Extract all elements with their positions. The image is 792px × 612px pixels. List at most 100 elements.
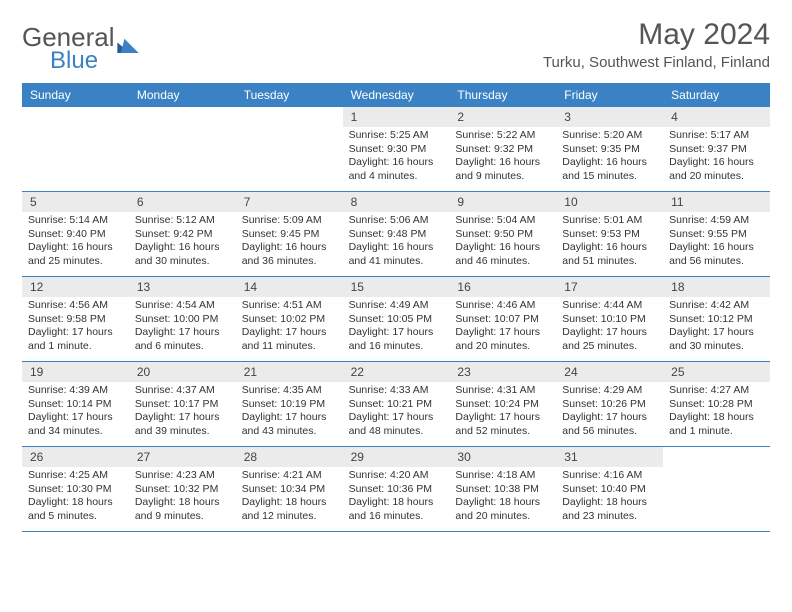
calendar-cell: 12Sunrise: 4:56 AMSunset: 9:58 PMDayligh…: [22, 277, 129, 361]
day-data: Sunrise: 5:01 AMSunset: 9:53 PMDaylight:…: [556, 212, 663, 273]
sunrise-text: Sunrise: 4:27 AM: [669, 384, 764, 398]
weekday-header: Tuesday: [236, 83, 343, 107]
weekday-header: Wednesday: [343, 83, 450, 107]
daylight-text: Daylight: 17 hours and 34 minutes.: [28, 411, 123, 438]
sunset-text: Sunset: 10:38 PM: [455, 483, 550, 497]
day-number: 10: [556, 192, 663, 212]
calendar-cell: 13Sunrise: 4:54 AMSunset: 10:00 PMDaylig…: [129, 277, 236, 361]
daylight-text: Daylight: 16 hours and 15 minutes.: [562, 156, 657, 183]
sunset-text: Sunset: 10:28 PM: [669, 398, 764, 412]
daylight-text: Daylight: 17 hours and 11 minutes.: [242, 326, 337, 353]
weekday-header: Monday: [129, 83, 236, 107]
daylight-text: Daylight: 17 hours and 16 minutes.: [349, 326, 444, 353]
day-number: 30: [449, 447, 556, 467]
sunset-text: Sunset: 10:40 PM: [562, 483, 657, 497]
sunrise-text: Sunrise: 5:09 AM: [242, 214, 337, 228]
sunset-text: Sunset: 10:00 PM: [135, 313, 230, 327]
calendar-cell: 7Sunrise: 5:09 AMSunset: 9:45 PMDaylight…: [236, 192, 343, 276]
calendar-week: 5Sunrise: 5:14 AMSunset: 9:40 PMDaylight…: [22, 192, 770, 277]
calendar-cell: 14Sunrise: 4:51 AMSunset: 10:02 PMDaylig…: [236, 277, 343, 361]
daylight-text: Daylight: 16 hours and 30 minutes.: [135, 241, 230, 268]
sunset-text: Sunset: 10:26 PM: [562, 398, 657, 412]
calendar-week: 12Sunrise: 4:56 AMSunset: 9:58 PMDayligh…: [22, 277, 770, 362]
daylight-text: Daylight: 16 hours and 56 minutes.: [669, 241, 764, 268]
calendar-cell: 29Sunrise: 4:20 AMSunset: 10:36 PMDaylig…: [343, 447, 450, 531]
day-number: 28: [236, 447, 343, 467]
page-header: GeneralBlue May 2024 Turku, Southwest Fi…: [22, 18, 770, 75]
daylight-text: Daylight: 17 hours and 20 minutes.: [455, 326, 550, 353]
sunrise-text: Sunrise: 4:42 AM: [669, 299, 764, 313]
day-data: Sunrise: 4:49 AMSunset: 10:05 PMDaylight…: [343, 297, 450, 358]
daylight-text: Daylight: 16 hours and 46 minutes.: [455, 241, 550, 268]
weekday-header: Thursday: [449, 83, 556, 107]
calendar-cell: 26Sunrise: 4:25 AMSunset: 10:30 PMDaylig…: [22, 447, 129, 531]
calendar-cell: 4Sunrise: 5:17 AMSunset: 9:37 PMDaylight…: [663, 107, 770, 191]
daylight-text: Daylight: 18 hours and 9 minutes.: [135, 496, 230, 523]
daylight-text: Daylight: 17 hours and 56 minutes.: [562, 411, 657, 438]
day-number: 26: [22, 447, 129, 467]
calendar-cell: [663, 447, 770, 531]
day-number: 12: [22, 277, 129, 297]
day-number: 29: [343, 447, 450, 467]
day-number: 7: [236, 192, 343, 212]
sunrise-text: Sunrise: 4:39 AM: [28, 384, 123, 398]
day-data: Sunrise: 5:20 AMSunset: 9:35 PMDaylight:…: [556, 127, 663, 188]
sunset-text: Sunset: 10:05 PM: [349, 313, 444, 327]
daylight-text: Daylight: 18 hours and 16 minutes.: [349, 496, 444, 523]
sunset-text: Sunset: 9:30 PM: [349, 143, 444, 157]
sunrise-text: Sunrise: 4:51 AM: [242, 299, 337, 313]
daylight-text: Daylight: 16 hours and 4 minutes.: [349, 156, 444, 183]
day-number: 5: [22, 192, 129, 212]
day-number: 23: [449, 362, 556, 382]
sunrise-text: Sunrise: 4:44 AM: [562, 299, 657, 313]
day-data: Sunrise: 5:22 AMSunset: 9:32 PMDaylight:…: [449, 127, 556, 188]
sunrise-text: Sunrise: 4:29 AM: [562, 384, 657, 398]
sunset-text: Sunset: 10:17 PM: [135, 398, 230, 412]
day-number: 8: [343, 192, 450, 212]
day-data: Sunrise: 4:54 AMSunset: 10:00 PMDaylight…: [129, 297, 236, 358]
day-data: Sunrise: 4:33 AMSunset: 10:21 PMDaylight…: [343, 382, 450, 443]
day-number: 18: [663, 277, 770, 297]
day-number: 6: [129, 192, 236, 212]
daylight-text: Daylight: 16 hours and 25 minutes.: [28, 241, 123, 268]
sunset-text: Sunset: 10:32 PM: [135, 483, 230, 497]
calendar-cell: 15Sunrise: 4:49 AMSunset: 10:05 PMDaylig…: [343, 277, 450, 361]
sunrise-text: Sunrise: 4:20 AM: [349, 469, 444, 483]
calendar-cell: 23Sunrise: 4:31 AMSunset: 10:24 PMDaylig…: [449, 362, 556, 446]
sunset-text: Sunset: 9:55 PM: [669, 228, 764, 242]
daylight-text: Daylight: 18 hours and 1 minute.: [669, 411, 764, 438]
calendar-cell: [236, 107, 343, 191]
day-data: Sunrise: 4:51 AMSunset: 10:02 PMDaylight…: [236, 297, 343, 358]
daylight-text: Daylight: 18 hours and 12 minutes.: [242, 496, 337, 523]
location-label: Turku, Southwest Finland, Finland: [543, 54, 770, 71]
title-block: May 2024 Turku, Southwest Finland, Finla…: [543, 18, 770, 71]
day-number: 15: [343, 277, 450, 297]
day-data: Sunrise: 4:56 AMSunset: 9:58 PMDaylight:…: [22, 297, 129, 358]
daylight-text: Daylight: 17 hours and 30 minutes.: [669, 326, 764, 353]
daylight-text: Daylight: 16 hours and 41 minutes.: [349, 241, 444, 268]
sunrise-text: Sunrise: 5:04 AM: [455, 214, 550, 228]
sunrise-text: Sunrise: 4:31 AM: [455, 384, 550, 398]
calendar-cell: 25Sunrise: 4:27 AMSunset: 10:28 PMDaylig…: [663, 362, 770, 446]
day-number: 31: [556, 447, 663, 467]
daylight-text: Daylight: 17 hours and 6 minutes.: [135, 326, 230, 353]
sunset-text: Sunset: 10:19 PM: [242, 398, 337, 412]
sunset-text: Sunset: 10:10 PM: [562, 313, 657, 327]
calendar-cell: [129, 107, 236, 191]
day-number: 13: [129, 277, 236, 297]
day-number: 24: [556, 362, 663, 382]
sunrise-text: Sunrise: 5:06 AM: [349, 214, 444, 228]
sunrise-text: Sunrise: 4:18 AM: [455, 469, 550, 483]
day-number: 11: [663, 192, 770, 212]
daylight-text: Daylight: 16 hours and 36 minutes.: [242, 241, 337, 268]
daylight-text: Daylight: 16 hours and 51 minutes.: [562, 241, 657, 268]
day-data: Sunrise: 5:25 AMSunset: 9:30 PMDaylight:…: [343, 127, 450, 188]
calendar-cell: 8Sunrise: 5:06 AMSunset: 9:48 PMDaylight…: [343, 192, 450, 276]
calendar-cell: 17Sunrise: 4:44 AMSunset: 10:10 PMDaylig…: [556, 277, 663, 361]
day-data: Sunrise: 4:16 AMSunset: 10:40 PMDaylight…: [556, 467, 663, 528]
daylight-text: Daylight: 18 hours and 5 minutes.: [28, 496, 123, 523]
sunrise-text: Sunrise: 5:20 AM: [562, 129, 657, 143]
day-data: Sunrise: 4:46 AMSunset: 10:07 PMDaylight…: [449, 297, 556, 358]
day-data: Sunrise: 4:25 AMSunset: 10:30 PMDaylight…: [22, 467, 129, 528]
daylight-text: Daylight: 17 hours and 48 minutes.: [349, 411, 444, 438]
